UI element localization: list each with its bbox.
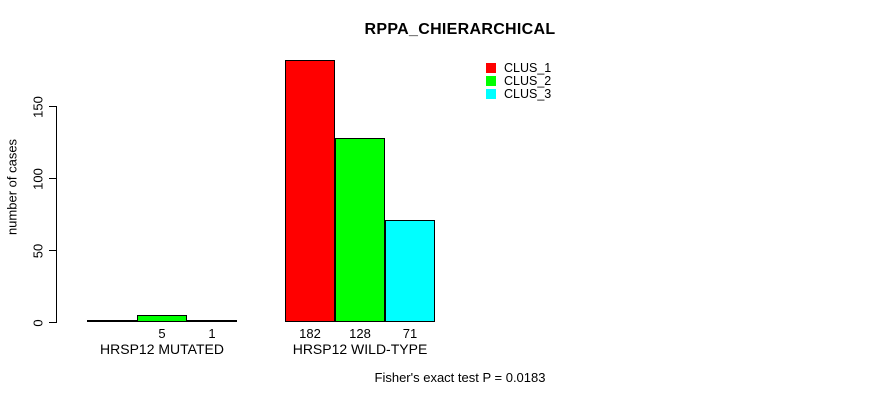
y-axis-tick [49,250,56,251]
bar-clus_2-group2 [335,138,385,322]
legend-row-clus_1: CLUS_1 [486,60,552,75]
legend: CLUS_1 CLUS_2 CLUS_3 [486,60,552,101]
legend-label: CLUS_2 [504,73,552,88]
y-axis-tick-label: 150 [30,95,46,118]
y-axis-tick [49,106,56,107]
bar-clus_1-group1 [87,320,137,322]
bar-clus_2-group1 [137,315,187,322]
bar-clus_1-group2 [285,60,335,322]
footnote-fisher-test: Fisher's exact test P = 0.0183 [374,370,546,385]
y-axis-tick [49,322,56,323]
bar-value-label: 71 [402,326,418,341]
legend-swatch-icon [486,75,496,86]
y-axis-tick-label: 50 [30,243,46,258]
x-group-label: HRSP12 MUTATED [100,341,224,357]
bar-value-label: 128 [349,326,371,341]
bar-value-label: 5 [158,326,166,341]
legend-row-clus_2: CLUS_2 [486,73,552,88]
bar-value-label: 1 [208,326,216,341]
y-axis-line [56,106,57,323]
y-axis-tick [49,178,56,179]
bar-clus_3-group2 [385,220,435,322]
legend-label: CLUS_1 [504,60,552,75]
legend-row-clus_3: CLUS_3 [486,86,552,101]
bar-clus_3-group1 [187,320,237,322]
x-group-label: HRSP12 WILD-TYPE [292,341,428,357]
chart-title: RPPA_CHIERARCHICAL [364,21,556,38]
legend-swatch-icon [486,88,496,99]
bar-value-label: 182 [299,326,321,341]
y-axis-label: number of cases [4,138,20,236]
legend-label: CLUS_3 [504,86,552,101]
legend-swatch-icon [486,62,496,73]
y-axis-tick-label: 100 [30,167,46,190]
y-axis-tick-label: 0 [30,318,46,327]
